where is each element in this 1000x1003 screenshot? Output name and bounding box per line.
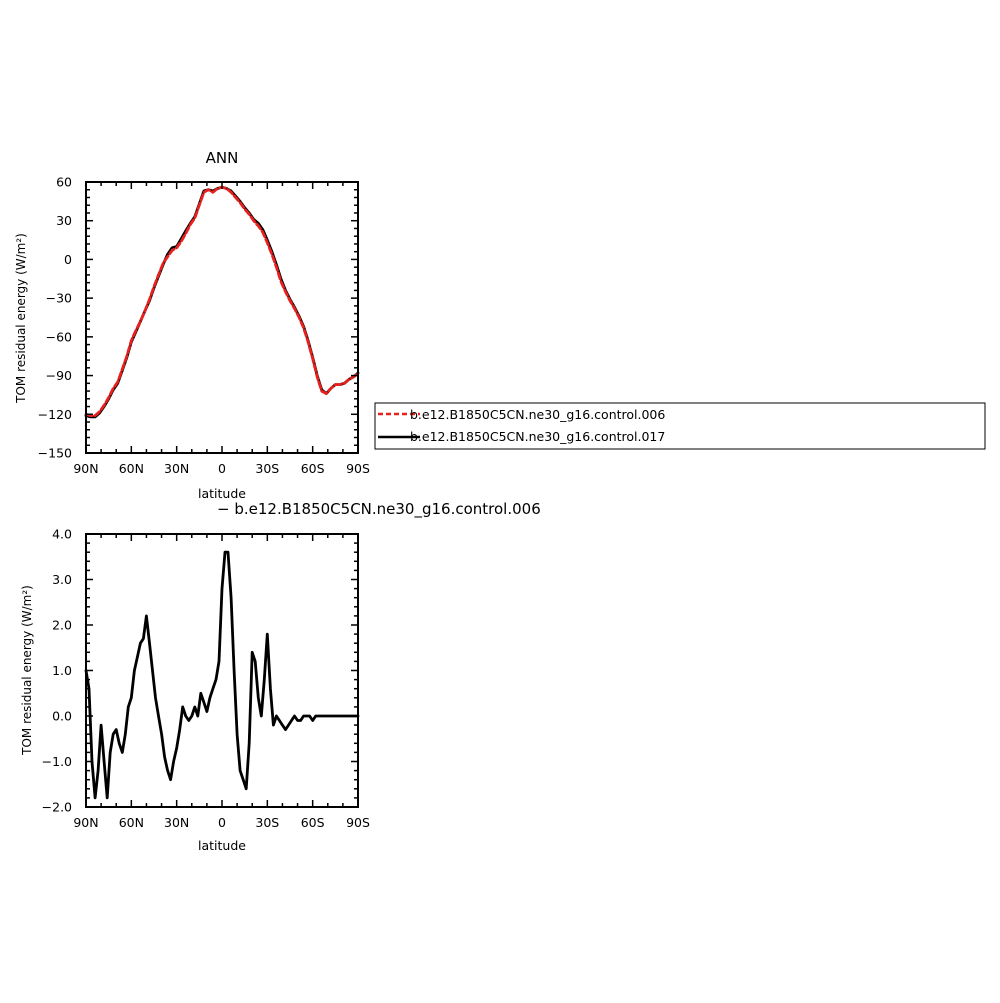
bottom-series-line-0 bbox=[84, 550, 360, 800]
bottom-y-tick-label: 3.0 bbox=[52, 572, 72, 587]
top-series-line-1 bbox=[84, 185, 360, 418]
bottom-y-tick-label: −2.0 bbox=[42, 800, 72, 815]
bottom-y-axis-label: TOM residual energy (W/m²) bbox=[20, 585, 34, 756]
top-y-tick-label: −30 bbox=[46, 291, 72, 306]
top-x-tick-label: 30S bbox=[255, 461, 279, 476]
top-series-line-0 bbox=[84, 185, 360, 419]
top-x-tick-label: 60N bbox=[119, 461, 144, 476]
bottom-x-tick-label: 0 bbox=[218, 815, 226, 830]
top-x-tick-label: 90S bbox=[346, 461, 370, 476]
bottom-chart-title: − b.e12.B1850C5CN.ne30_g16.control.006 bbox=[217, 500, 541, 519]
bottom-y-tick-label: 1.0 bbox=[52, 663, 72, 678]
top-chart-title: ANN bbox=[206, 149, 239, 167]
top-y-tick-label: 0 bbox=[64, 252, 72, 267]
bottom-x-tick-label: 60N bbox=[119, 815, 144, 830]
top-y-tick-label: 30 bbox=[56, 213, 72, 228]
bottom-x-tick-label: 90S bbox=[346, 815, 370, 830]
top-x-tick-label: 0 bbox=[218, 461, 226, 476]
legend-label-006: b.e12.B1850C5CN.ne30_g16.control.006 bbox=[410, 407, 665, 422]
top-y-axis-label: TOM residual energy (W/m²) bbox=[14, 233, 28, 404]
bottom-y-tick-label: 0.0 bbox=[52, 709, 72, 724]
bottom-panel: − b.e12.B1850C5CN.ne30_g16.control.006 9… bbox=[20, 500, 541, 853]
bottom-x-tick-label: 60S bbox=[301, 815, 325, 830]
top-x-tick-label: 90N bbox=[73, 461, 98, 476]
top-x-axis-label: latitude bbox=[198, 486, 246, 501]
bottom-x-axis-label: latitude bbox=[198, 838, 246, 853]
top-x-tick-label: 30N bbox=[164, 461, 189, 476]
bottom-y-tick-label: −1.0 bbox=[42, 754, 72, 769]
top-y-tick-label: −90 bbox=[46, 368, 72, 383]
bottom-plot-area: 90N 60N 30N 0 30S 60S 90S 4.0 3.0 2.0 1.0 0.0 −1.0 −2… bbox=[42, 527, 370, 831]
top-plot-area: 90N 60N 30N 0 30S 60S 90S 60 30 0 −30 −60 −90 −120 −15… bbox=[38, 175, 370, 477]
bottom-x-tick-label: 30N bbox=[164, 815, 189, 830]
bottom-x-tick-label: 90N bbox=[73, 815, 98, 830]
bottom-y-tick-label: 2.0 bbox=[52, 618, 72, 633]
bottom-y-tick-label: 4.0 bbox=[52, 527, 72, 542]
legend: b.e12.B1850C5CN.ne30_g16.control.006 b.e… bbox=[374, 402, 986, 450]
top-panel: ANN 90N 60N 30N 0 30S 60S 90S 60 30 0 −30 −60 −90 −12… bbox=[14, 149, 370, 501]
top-y-tick-label: −120 bbox=[38, 407, 72, 422]
top-y-tick-label: −60 bbox=[46, 329, 72, 344]
top-plot-frame bbox=[85, 181, 359, 454]
top-x-tick-label: 60S bbox=[301, 461, 325, 476]
bottom-x-tick-label: 30S bbox=[255, 815, 279, 830]
top-y-tick-label: −150 bbox=[38, 446, 72, 461]
legend-box bbox=[374, 402, 986, 450]
top-y-tick-label: 60 bbox=[56, 175, 72, 190]
legend-label-017: b.e12.B1850C5CN.ne30_g16.control.017 bbox=[410, 429, 665, 444]
